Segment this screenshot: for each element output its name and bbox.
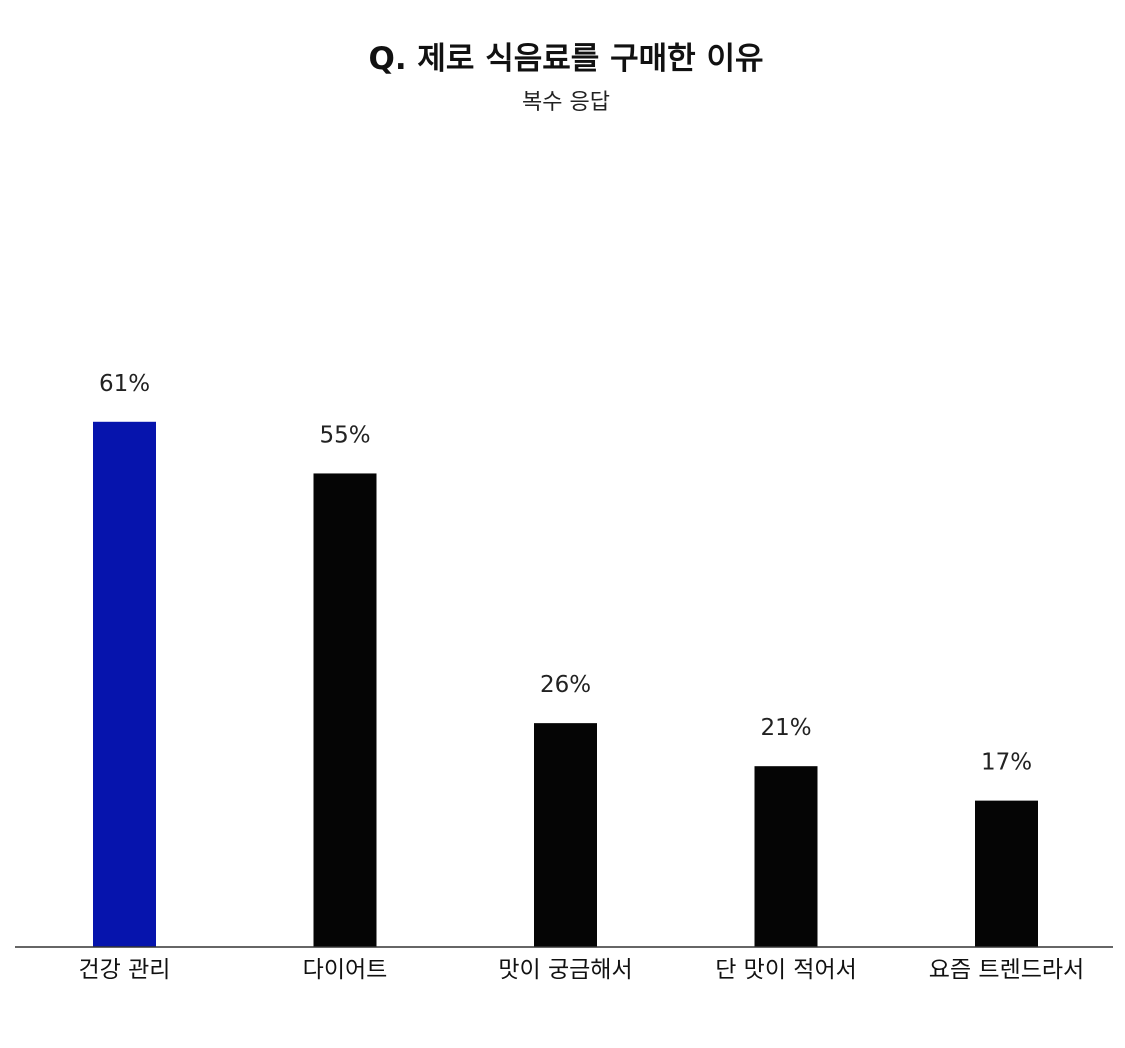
value-label-3: 26% [540,672,591,698]
chart-subtitle: 복수 응답 [522,90,610,115]
chart-title: Q. 제로 식음료를 구매한 이유 [368,41,763,77]
category-label-2: 다이어트 [303,957,388,983]
value-label-1: 61% [99,371,150,397]
bar-1 [93,421,156,947]
value-label-5: 17% [981,750,1032,776]
category-label-1: 건강 관리 [79,957,171,983]
category-label-4: 단 맛이 적어서 [715,957,857,983]
bar-5 [975,800,1038,947]
bar-4 [754,766,818,947]
bar-2 [313,473,377,947]
category-label-5: 요즘 트렌드라서 [929,957,1084,983]
bar-3 [534,723,597,947]
category-label-3: 맛이 궁금해서 [498,957,632,983]
labels-group: 61% 건강 관리 55% 다이어트 26% 맛이 궁금해서 21% 단 맛이 적어서 17% 요… [79,371,1085,983]
bars-group [93,421,1038,947]
value-label-4: 21% [760,715,811,741]
value-label-2: 55% [319,422,370,448]
